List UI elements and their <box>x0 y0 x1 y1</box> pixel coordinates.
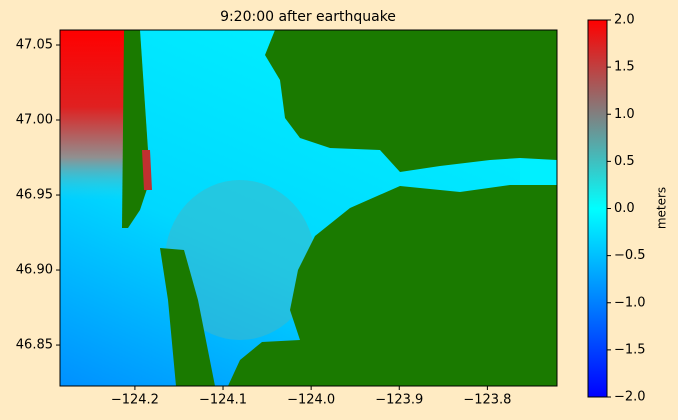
x-tick-label: −123.9 <box>375 393 423 408</box>
x-tick-label: −124.2 <box>111 393 159 408</box>
colorbar-tick-label: −2.0 <box>614 390 646 405</box>
y-tick-label: 46.95 <box>16 188 53 203</box>
colorbar-tick-label: 2.0 <box>614 13 635 28</box>
colorbar-tick-label: 0.0 <box>614 201 635 216</box>
colorbar <box>587 19 608 398</box>
chart-title: 9:20:00 after earthquake <box>220 9 396 25</box>
y-tick-label: 47.05 <box>16 38 53 53</box>
colorbar-tick-label: 0.5 <box>614 154 635 169</box>
x-tick-label: −123.8 <box>463 393 511 408</box>
colorbar-tick-label: −1.0 <box>614 295 646 310</box>
colorbar-tick-label: −0.5 <box>614 248 646 263</box>
axes-frame <box>59 29 558 387</box>
map-image <box>60 30 557 386</box>
y-tick-label: 46.90 <box>16 263 53 278</box>
colorbar-tick-label: 1.0 <box>614 107 635 122</box>
y-tick-label: 46.85 <box>16 338 53 353</box>
colorbar-label: meters <box>655 187 669 229</box>
x-tick-label: −124.1 <box>199 393 247 408</box>
colorbar-tick-label: −1.5 <box>614 342 646 357</box>
x-tick-label: −124.0 <box>287 393 335 408</box>
colorbar-tick-label: 1.5 <box>614 60 635 75</box>
y-tick-label: 47.00 <box>16 113 53 128</box>
